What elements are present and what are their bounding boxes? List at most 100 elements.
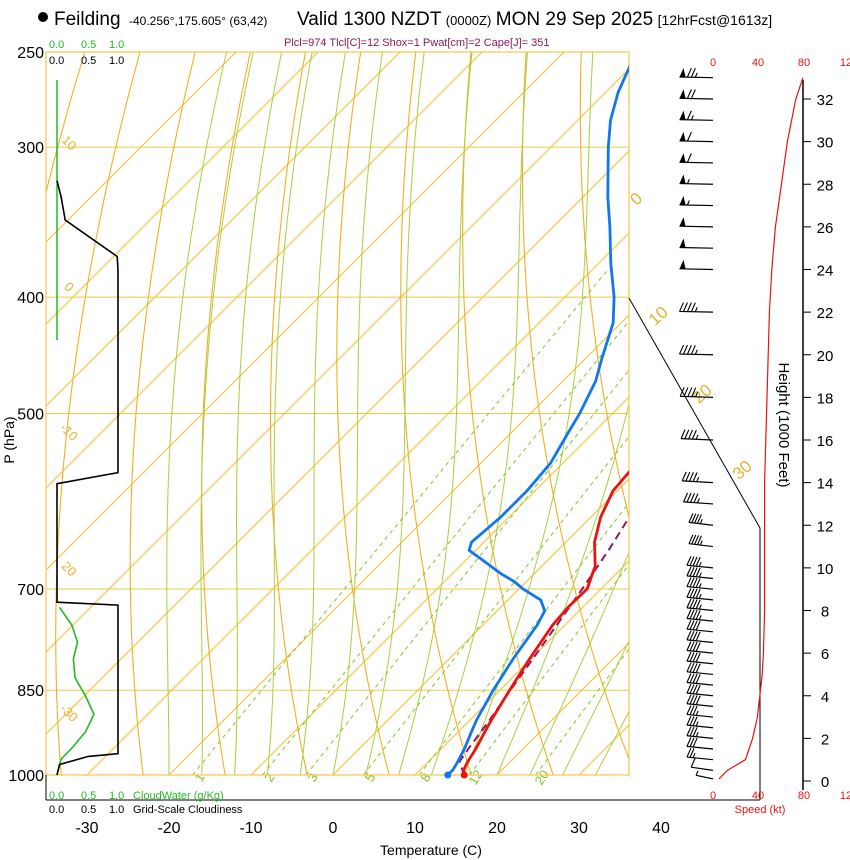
speed-top-tick-3: 12: [840, 57, 850, 69]
wind-barb: [679, 174, 714, 185]
wind-barb-shaft: [679, 204, 714, 207]
surface-dewpoint-marker: [444, 771, 452, 779]
wind-barb-flag: [679, 110, 686, 120]
wind-barb-feather: [695, 556, 701, 567]
wind-barb-shaft: [686, 713, 714, 718]
wind-barb-feather: [686, 683, 692, 694]
temp-tick--20: -20: [157, 820, 180, 837]
height-tick-24: 24: [817, 263, 834, 280]
wind-barb-half-feather: [694, 72, 698, 78]
wind-barb-shaft: [686, 628, 714, 633]
wind-barb-shaft: [686, 607, 714, 612]
wind-barb-feather: [680, 429, 686, 439]
mixing-ratio-3: [305, 369, 629, 775]
isotherm--40: [46, 150, 629, 735]
isotherm-label-1: 0: [61, 279, 77, 295]
wind-barb-flag: [679, 153, 686, 163]
wind-barb-feather: [688, 534, 694, 544]
isotherm-label-0: 10: [59, 132, 80, 153]
wind-barb-feather: [692, 737, 698, 748]
wind-barb-feather: [686, 747, 692, 758]
cloudiness-series: [56, 180, 119, 776]
wind-barb-feather: [689, 694, 695, 705]
mixing-ratio-label-2: 2: [261, 770, 278, 784]
wind-barb-feather: [686, 609, 692, 619]
wind-barb-feather: [686, 153, 692, 163]
wind-barb-shaft: [691, 766, 714, 771]
wind-barb-shaft: [679, 97, 714, 100]
wind-barb-half-feather: [698, 572, 702, 578]
wind-barb-feather: [689, 748, 695, 758]
wind-barb-feather: [686, 737, 692, 747]
wind-barb: [679, 344, 714, 356]
wind-barb-half-feather: [699, 540, 703, 546]
diagonal-divider-1: [628, 297, 761, 529]
header-utc: (0000Z): [445, 13, 492, 28]
height-tick-22: 22: [817, 305, 834, 322]
wind-barb-feather: [692, 684, 698, 694]
wind-barb-feather: [689, 577, 695, 588]
wind-barb-feather: [686, 619, 692, 630]
wind-barb-feather: [692, 716, 698, 726]
wind-barb-shaft: [680, 395, 714, 398]
moist-adiabat-20: [496, 401, 629, 775]
mixing-ratio-2: [262, 320, 629, 775]
wind-barb-feather: [689, 726, 695, 737]
moist-adiabat-36: [627, 772, 629, 775]
wind-barb-shaft: [686, 681, 714, 686]
moist-adiabat--8: [266, 52, 313, 775]
wind-barb: [695, 770, 714, 780]
wind-barb-half-feather: [698, 561, 702, 567]
wind-barb: [680, 429, 714, 441]
wind-barb-half-feather: [695, 731, 699, 737]
height-tick-14: 14: [817, 476, 834, 493]
wind-barb-flag: [679, 238, 686, 248]
wind-barb-half-feather: [695, 434, 699, 440]
height-tick-6: 6: [821, 646, 829, 663]
isotherm--90: [46, 52, 319, 325]
wind-barb-feather: [686, 556, 692, 566]
moist-adiabat--12: [234, 52, 283, 775]
wind-barb-half-feather: [698, 615, 702, 621]
header-valid-block: Valid 1300 NZDT (0000Z) MON 29 Sep 2025 …: [297, 9, 772, 31]
wind-barb-shaft: [686, 671, 714, 676]
wind-barb-feather: [686, 651, 692, 662]
dry-adiabat-240: [55, 52, 141, 775]
dry-adiabat-250: [129, 52, 196, 775]
header-forecast: [12hrFcst@1613z]: [657, 12, 773, 28]
wind-barb-feather: [688, 429, 694, 440]
height-tick-0: 0: [821, 774, 829, 791]
wind-barb-feather: [695, 620, 701, 631]
wind-barb-feather: [695, 674, 701, 684]
pressure-tick-1000: 1000: [8, 768, 44, 785]
wind-barb: [688, 513, 714, 526]
moist-adiabat-4: [365, 52, 425, 775]
wind-barb-feather: [692, 695, 698, 705]
height-tick-8: 8: [821, 604, 829, 621]
height-tick-12: 12: [817, 518, 834, 535]
wind-barb-shaft: [679, 119, 714, 121]
moist-adiabat--16: [200, 52, 254, 775]
wind-barb-feather: [686, 110, 692, 121]
wind-barb-half-feather: [695, 770, 699, 776]
wind-barb-shaft: [681, 438, 714, 441]
wind-barb-feather: [686, 662, 692, 673]
wind-barb: [686, 587, 714, 601]
header-location: Feilding: [54, 9, 121, 30]
wind-barb: [679, 259, 714, 271]
isotherm-20: [496, 642, 629, 775]
cloudiness-bottom-tick-1: 0.5: [81, 804, 96, 816]
wind-barb-shaft: [686, 692, 714, 697]
header-coords: -40.256°,175.605° (63,42): [129, 14, 268, 28]
mixing-ratio-label-12: 12: [465, 767, 485, 787]
wind-barb-shaft: [683, 501, 714, 505]
speed-bottom-tick-2: 80: [798, 790, 810, 802]
cloudwater-bottom-tick-1: 0.5: [81, 790, 96, 802]
wind-barb-feather: [695, 588, 701, 599]
wind-barb: [686, 651, 714, 665]
wind-barb-shaft: [686, 564, 714, 569]
wind-barb-feather: [689, 588, 695, 598]
wind-barb: [686, 673, 714, 686]
wind-barb-flag: [679, 67, 686, 77]
